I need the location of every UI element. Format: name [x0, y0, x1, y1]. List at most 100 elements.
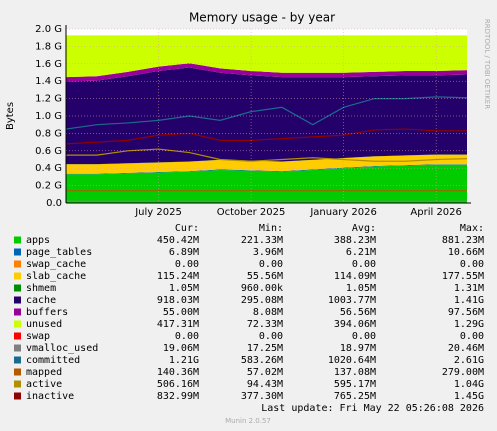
- legend-stat: 295.08M: [241, 295, 283, 306]
- x-tick-label: April 2026: [410, 207, 461, 218]
- legend-swatch: [14, 332, 21, 340]
- legend-swatch: [14, 392, 21, 400]
- legend-stat: 1.29G: [454, 319, 484, 330]
- legend-stat: 394.06M: [334, 319, 376, 330]
- legend-stat: 0.00: [352, 331, 376, 342]
- legend-swatch: [14, 380, 21, 388]
- stat-header: Min:: [259, 223, 283, 234]
- legend-stat: 137.08M: [334, 367, 376, 378]
- legend-swatch: [14, 236, 21, 244]
- stat-header: Max:: [460, 223, 484, 234]
- chart-title: Memory usage - by year: [189, 11, 335, 25]
- legend-stat: 0.00: [175, 331, 199, 342]
- legend-stat: 583.26M: [241, 355, 283, 366]
- legend-stat: 221.33M: [241, 235, 283, 246]
- legend-stat: 97.56M: [448, 307, 484, 318]
- y-tick-label: 0.6 G: [35, 146, 62, 157]
- legend-swatch: [14, 296, 21, 304]
- legend-stat: 0.00: [352, 259, 376, 270]
- legend-stat: 417.31M: [157, 319, 199, 330]
- area: [66, 35, 467, 78]
- y-tick-label: 1.0 G: [35, 111, 62, 122]
- legend-stat: 1.31M: [454, 283, 484, 294]
- legend-stat: 177.55M: [442, 271, 484, 282]
- legend-stat: 6.89M: [169, 247, 199, 258]
- legend-stat: 1.21G: [169, 355, 199, 366]
- legend-swatch: [14, 308, 21, 316]
- legend-swatch: [14, 248, 21, 256]
- legend-swatch: [14, 260, 21, 268]
- legend-stat: 3.96M: [253, 247, 283, 258]
- legend-stat: 2.61G: [454, 355, 484, 366]
- legend-stat: 918.03M: [157, 295, 199, 306]
- legend-stat: 17.25M: [247, 343, 283, 354]
- y-tick-label: 2.0 G: [35, 24, 62, 35]
- legend-stat: 832.99M: [157, 391, 199, 402]
- x-tick-label: October 2025: [217, 207, 286, 218]
- line: [65, 128, 467, 145]
- stat-header: Cur:: [175, 223, 199, 234]
- y-tick-label: 0.0: [46, 198, 62, 209]
- x-tick-label: July 2025: [134, 207, 182, 218]
- area: [66, 164, 467, 175]
- legend-stat: 1003.77M: [328, 295, 376, 306]
- legend-swatch: [14, 320, 21, 328]
- y-tick-label: 0.4 G: [35, 163, 62, 174]
- legend-stat: 595.17M: [334, 379, 376, 390]
- legend-swatch: [14, 284, 21, 292]
- legend-stat: 0.00: [175, 259, 199, 270]
- legend-label: inactive: [26, 391, 74, 402]
- legend-stat: 6.21M: [346, 247, 376, 258]
- x-tick-label: January 2026: [309, 207, 377, 218]
- legend-stat: 0.00: [259, 331, 283, 342]
- legend-label: committed: [26, 355, 80, 366]
- legend-stat: 72.33M: [247, 319, 283, 330]
- y-tick-label: 0.2 G: [35, 181, 62, 192]
- legend-stat: 115.24M: [157, 271, 199, 282]
- legend-stat: 57.02M: [247, 367, 283, 378]
- legend-label: swap: [26, 331, 50, 342]
- legend-label: buffers: [26, 307, 68, 318]
- line: [65, 96, 468, 130]
- legend-stat: 18.97M: [340, 343, 376, 354]
- legend-stat: 388.23M: [334, 235, 376, 246]
- legend-label: slab_cache: [26, 271, 86, 282]
- legend-stat: 506.16M: [157, 379, 199, 390]
- legend-stat: 1.45G: [454, 391, 484, 402]
- legend-label: mapped: [26, 367, 62, 378]
- line: [66, 148, 468, 162]
- y-tick-label: 1.6 G: [35, 59, 62, 70]
- legend-stat: 1.04G: [454, 379, 484, 390]
- legend-stat: 765.25M: [334, 391, 376, 402]
- legend-label: shmem: [26, 283, 56, 294]
- legend-stat: 377.30M: [241, 391, 283, 402]
- area: [66, 67, 467, 165]
- area: [66, 63, 467, 82]
- legend-stat: 114.09M: [334, 271, 376, 282]
- area: [66, 154, 467, 174]
- legend-stat: 450.42M: [157, 235, 199, 246]
- y-tick-label: 1.8 G: [35, 41, 62, 52]
- legend-stat: 140.36M: [157, 367, 199, 378]
- stat-header: Avg:: [352, 223, 376, 234]
- legend-stat: 55.56M: [247, 271, 283, 282]
- y-tick-label: 0.8 G: [35, 128, 62, 139]
- y-tick-label: 1.2 G: [35, 94, 62, 105]
- legend-swatch: [14, 356, 21, 364]
- legend-stat: 20.46M: [448, 343, 484, 354]
- legend-label: vmalloc_used: [26, 343, 98, 354]
- legend-swatch: [14, 344, 21, 352]
- legend-stat: 0.00: [259, 259, 283, 270]
- legend-stat: 56.56M: [340, 307, 376, 318]
- legend-label: page_tables: [26, 247, 92, 258]
- legend-stat: 1020.64M: [328, 355, 376, 366]
- legend-swatch: [14, 368, 21, 376]
- legend-stat: 960.00k: [241, 283, 283, 294]
- legend-stat: 8.08M: [253, 307, 283, 318]
- legend-stat: 10.66M: [448, 247, 484, 258]
- legend-label: unused: [26, 319, 62, 330]
- legend-stat: 1.05M: [346, 283, 376, 294]
- legend-stat: 0.00: [460, 331, 484, 342]
- legend-stat: 55.00M: [163, 307, 199, 318]
